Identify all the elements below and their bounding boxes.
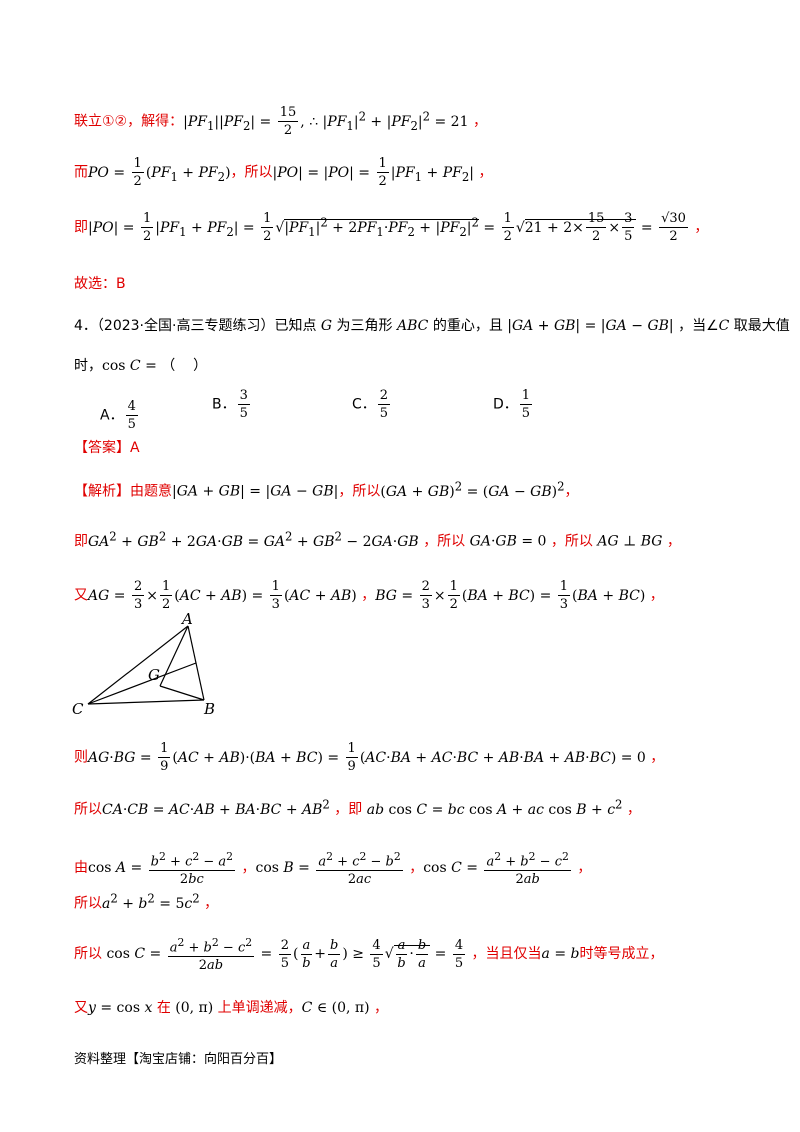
side-cb	[87, 699, 205, 705]
question-4-line-1: 4．（2023·全国·高三专题练习）已知点 G 为三角形 ABC 的重心，且 |…	[74, 316, 790, 336]
analysis-line-6-prefix: 由	[74, 860, 88, 877]
analysis-line-4-prefix: 则	[74, 749, 88, 766]
analysis-line-4: 则AG·BG = 1 9 (AC + AB)·(BA + BC) = 1 9 (AC·B…	[74, 741, 665, 774]
label-g: G	[148, 666, 160, 684]
analysis-line-7: 所以a2 + b2 = 5c2 ，	[74, 891, 219, 912]
label-a: A	[180, 612, 193, 628]
analysis-line-5: 所以CA·CB = AC·AB + BA·BC + AB2 ，即 ab cos …	[74, 797, 641, 818]
line-1: 联立①②，解得：|PF1||PF2| = 15 2, ∴ |PF1|2 + |PF…	[74, 105, 487, 138]
page-footer: 资料整理【淘宝店铺：向阳百分百】	[74, 1052, 283, 1067]
analysis-line-8-prefix: 所以	[74, 946, 102, 963]
option-d[interactable]: D． 1 5	[493, 388, 533, 421]
line-3-math: |PO| = 1 2 |PF1 + PF2| = 1 2 √|PF1|2 + 2PF1·…	[88, 211, 688, 244]
analysis-line-7-prefix: 所以	[74, 895, 102, 912]
analysis-line-3-prefix: 又	[74, 587, 88, 604]
line-2-math-a: PO = 1 2 (PF1 + PF2)	[88, 156, 231, 189]
analysis-line-3: 又AG = 2 3 × 1 2 (AC + AB) = 1 3 (AC + AB) ，BG =…	[74, 579, 664, 612]
median-ag	[159, 625, 189, 687]
median-cg	[87, 662, 197, 705]
answer-label: 【答案】A	[74, 440, 140, 456]
analysis-line-2-prefix: 即	[74, 533, 88, 550]
analysis-line-8: 所以 cos C = a2 + b2 − c2 2ab = 2 5(a b + b a) ≥…	[74, 936, 664, 974]
option-c[interactable]: C． 2 5	[352, 388, 391, 421]
line-3: 即|PO| = 1 2 |PF1 + PF2| = 1 2 √|PF1|2 + 2PF1…	[74, 211, 709, 244]
line-1-math: |PF1||PF2| = 15 2, ∴ |PF1|2 + |PF2|2 = 21	[183, 105, 473, 138]
question-number: 4．	[74, 318, 97, 334]
analysis-line-2: 即GA2 + GB2 + 2GA·GB = GA2 + GB2 − 2GA·GB…	[74, 529, 681, 550]
analysis-line-1: 【解析】由题意|GA + GB| = |GA − GB|，所以(GA + GB)…	[74, 479, 579, 500]
line-2: 而PO = 1 2 (PF1 + PF2)，所以|PO| = |PO| = 1 2 |P…	[74, 156, 493, 189]
analysis-line-9: 又y = cos x 在 (0, π) 上单调递减，C ∈ (0, π) ，	[74, 1000, 389, 1016]
option-a-label: A．	[100, 407, 124, 424]
question-stem: 已知点 G 为三角形 ABC 的重心，且 |GA + GB| = |GA − G…	[274, 318, 790, 334]
analysis-line-9-prefix: 又	[74, 1000, 88, 1016]
question-4-line-2: 时，cos C = （ ）	[74, 358, 208, 374]
side-ca	[87, 625, 189, 705]
option-d-label: D．	[493, 396, 518, 413]
line-2-prefix: 而	[74, 164, 88, 181]
option-b[interactable]: B． 3 5	[212, 388, 250, 421]
line-1-prefix: 联立①②，解得：	[74, 113, 184, 130]
option-c-label: C．	[352, 396, 376, 413]
label-c: C	[72, 700, 84, 718]
analysis-line-5-prefix: 所以	[74, 801, 102, 818]
option-b-label: B．	[212, 396, 236, 413]
analysis-line-6: 由cos A = b2 + c2 − a2 2bc ，cos B = a2 + c…	[74, 850, 592, 888]
label-b: B	[203, 700, 215, 718]
line-3-prefix: 即	[74, 219, 88, 236]
question-source: （2023·全国·高三专题练习）	[96, 318, 275, 334]
previous-answer: 故选：B	[74, 276, 126, 292]
line-2-math-b: |PO| = |PO| = 1 2 |PF1 + PF2|	[272, 156, 479, 189]
median-bg	[159, 685, 205, 701]
triangle-figure: A B C G	[72, 612, 215, 718]
line-2-mid: ，所以	[230, 164, 273, 181]
option-a[interactable]: A． 4 5	[100, 399, 138, 432]
